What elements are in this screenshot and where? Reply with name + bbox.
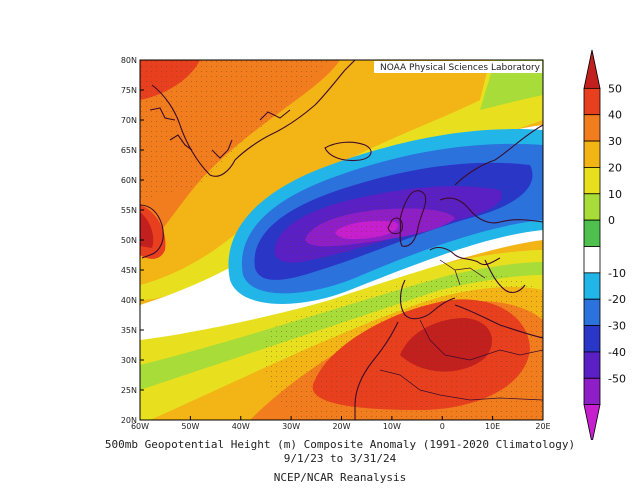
colorbar-swatch [583,140,601,168]
colorbar-label: 20 [608,161,622,174]
colorbar: 50 40 30 20 10 0 -10 -20 -30 -40 -50 [583,49,626,440]
anomaly-map-figure: NOAA Physical Sciences Laboratory 80N 75N… [121,49,626,440]
lat-label: 75N [121,86,137,95]
lat-label: 55N [121,206,137,215]
lat-label: 50N [121,236,137,245]
lon-label: 50W [181,422,199,431]
colorbar-label: -30 [608,320,626,333]
colorbar-label: -20 [608,293,626,306]
colorbar-swatch [583,219,601,247]
colorbar-swatch [583,114,601,142]
colorbar-swatch [583,377,601,406]
colorbar-swatch [583,193,601,221]
lon-label: 40W [232,422,250,431]
colorbar-swatch [583,325,601,353]
lat-label: 30N [121,356,137,365]
colorbar-swatch [583,167,601,195]
title-line-2: 9/1/23 to 3/31/24 [283,452,397,465]
lat-label: 20N [121,416,137,425]
colorbar-swatch [583,404,601,440]
credit-text: NOAA Physical Sciences Laboratory [380,63,541,73]
lon-label: 10E [485,422,500,431]
colorbar-label: -10 [608,267,626,280]
colorbar-label: 30 [608,135,622,148]
title-line-1: 500mb Geopotential Height (m) Composite … [104,438,576,451]
lat-label: 40N [121,296,137,305]
colorbar-swatch [583,246,601,274]
colorbar-swatch [583,298,601,326]
lon-label: 20W [332,422,350,431]
colorbar-label: 50 [608,82,622,95]
lon-label: 30W [282,422,300,431]
lon-label: 60W [131,422,149,431]
colorbar-swatch [583,351,601,379]
colorbar-swatch [583,49,601,89]
lat-label: 35N [121,326,137,335]
colorbar-label: -40 [608,346,626,359]
lat-label: 60N [121,176,137,185]
lat-label: 65N [121,146,137,155]
lon-label: 20E [535,422,550,431]
lat-label: 80N [121,56,137,65]
lat-label: 70N [121,116,137,125]
title-line-3: NCEP/NCAR Reanalysis [273,471,407,484]
colorbar-label: 40 [608,109,622,122]
lon-label: 10W [383,422,401,431]
lat-label: 45N [121,266,137,275]
colorbar-label: 10 [608,188,622,201]
latitude-axis: 80N 75N 70N 65N 60N 55N 50N 45N 40N 35N 30N 25N 20N [121,56,144,425]
colorbar-swatch [583,272,601,300]
credit-box: NOAA Physical Sciences Laboratory [374,61,542,73]
colorbar-label: 0 [608,214,615,227]
coastlines [140,60,543,420]
lat-label: 25N [121,386,137,395]
longitude-axis: 60W 50W 40W 30W 20W 10W 0 10E 20E [131,416,551,431]
colorbar-label: -50 [608,372,626,385]
colorbar-swatch [583,87,601,116]
contour-field [140,60,543,420]
lon-label: 0 [440,422,445,431]
